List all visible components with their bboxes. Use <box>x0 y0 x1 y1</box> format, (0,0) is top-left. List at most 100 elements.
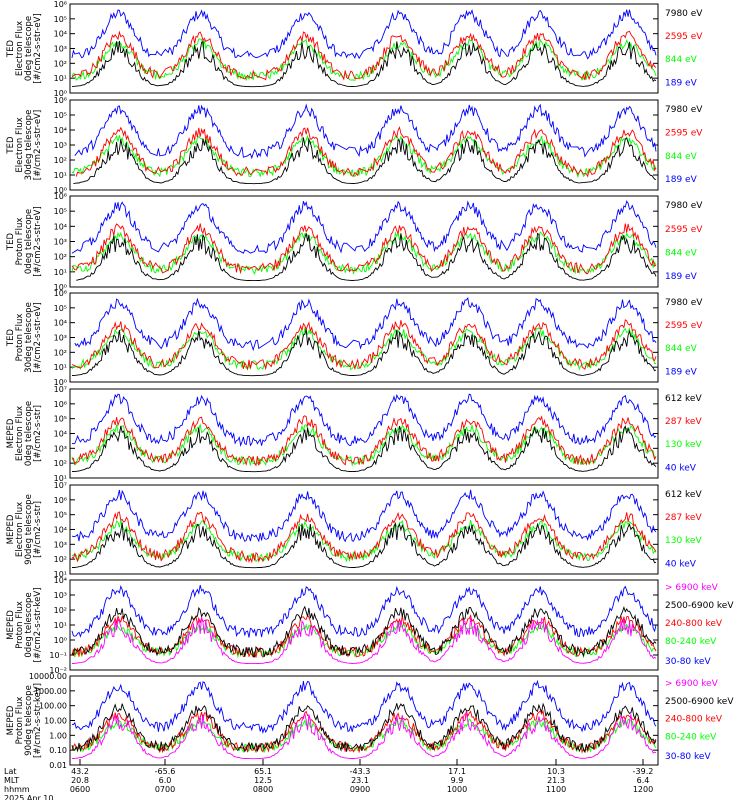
y-tick-label: 10⁶ <box>54 192 67 201</box>
x-tick-lat: 65.1 <box>254 767 272 776</box>
y-tick-label: 10⁴ <box>54 526 67 535</box>
legend-entry: 130 keV <box>665 440 702 450</box>
series-line-1 <box>71 702 657 753</box>
y-axis-label-line: TED <box>6 328 16 347</box>
x-tick-hhmm: 0700 <box>155 785 175 794</box>
y-axis-label-line: [#/cm2-s-str-eV] <box>33 206 43 276</box>
series-line-0 <box>71 329 657 377</box>
legend-entry: 40 keV <box>665 463 697 473</box>
series-line-0 <box>71 425 657 473</box>
legend-entry: 240-800 keV <box>665 715 723 725</box>
x-tick-lat: 17.1 <box>448 767 466 776</box>
panel-3: 10⁰ 10¹ 10² 10³ 10⁴ 10⁵ 10⁶ TED Proton Flux 0deg … <box>6 192 703 292</box>
y-tick-label: 10⁰ <box>54 283 67 292</box>
y-axis-label-line: Electron Flux <box>15 117 25 172</box>
series-line-0 <box>76 232 657 282</box>
y-tick-label: 10⁶ <box>54 96 67 105</box>
y-tick-label: 10² <box>54 156 67 165</box>
y-tick-label: 10⁴ <box>54 126 67 135</box>
panel-7: 10⁻² 10⁻¹ 10⁰ 10¹ 10² 10³ 10⁴ MEPED Proton Flux 0… <box>6 576 734 675</box>
plot-frame <box>69 3 659 94</box>
series-line-0 <box>71 40 657 88</box>
y-axis-label-line: 0deg telescope <box>24 401 34 466</box>
x-tick-mlt: 9.9 <box>451 776 464 785</box>
x-tick-lat: 10.3 <box>547 767 565 776</box>
y-axis-label-line: 30deg telescope <box>24 302 34 373</box>
x-tick-mlt: 21.3 <box>547 776 565 785</box>
legend-entry: 2595 eV <box>665 321 703 331</box>
y-tick-label: 10⁷ <box>54 385 67 394</box>
plot-frame <box>69 388 659 479</box>
y-axis-label-line: TED <box>6 232 16 251</box>
y-tick-label: 1.00 <box>49 731 67 740</box>
y-tick-label: 1000.00 <box>34 687 67 696</box>
y-axis-label-line: [#/cm2-s-str-eV] <box>33 13 43 83</box>
series-line-1 <box>71 319 657 371</box>
legend-entry: 2595 eV <box>665 225 703 235</box>
y-tick-label: 10² <box>54 348 67 357</box>
y-tick-label: 10⁵ <box>54 111 67 120</box>
series-line-4 <box>71 679 657 735</box>
legend-entry: 2595 eV <box>665 128 703 138</box>
y-tick-label: 10⁴ <box>54 576 67 585</box>
series-line-3 <box>71 393 657 447</box>
y-tick-label: 0.01 <box>49 761 67 770</box>
series-line-1 <box>75 126 657 178</box>
x-tick-hhmm: 1000 <box>447 785 467 794</box>
legend-entry: 612 keV <box>665 490 702 500</box>
series-line-1 <box>71 605 657 658</box>
plot-frame <box>69 675 659 766</box>
y-tick-label: 10¹ <box>54 363 67 372</box>
panel-4: 10⁰ 10¹ 10² 10³ 10⁴ 10⁵ 10⁶ TED Proton Flux 30deg… <box>6 289 703 387</box>
y-axis-label-line: TED <box>6 39 16 58</box>
x-tick-mlt: 23.1 <box>351 776 369 785</box>
x-tick-hhmm: 0800 <box>253 785 273 794</box>
panel-5: 10¹ 10² 10³ 10⁴ 10⁵ 10⁶ 10⁷ MEPED Electron Flux 0… <box>6 385 702 483</box>
y-tick-label: 10³ <box>54 591 67 600</box>
series-line-3 <box>71 489 657 543</box>
series-line-0 <box>72 522 657 569</box>
series-line-2 <box>71 326 657 371</box>
legend-entry: 189 eV <box>665 367 698 377</box>
y-axis-label-line: MEPED <box>6 514 16 544</box>
x-tick-hhmm: 0600 <box>70 785 90 794</box>
plot-frame <box>69 195 659 288</box>
panel-6: 10¹ 10² 10³ 10⁴ 10⁵ 10⁶ 10⁷ MEPED Electron Flux 9… <box>6 481 702 579</box>
y-tick-label: 10⁶ <box>54 289 67 298</box>
x-row-label: hhmm <box>4 785 30 794</box>
series-line-3 <box>71 200 657 254</box>
y-tick-label: 10⁴ <box>54 319 67 328</box>
panel-2: 10⁰ 10¹ 10² 10³ 10⁴ 10⁵ 10⁶ TED Electron Flux 30d… <box>6 96 703 195</box>
y-tick-label: 10¹ <box>54 171 67 180</box>
y-tick-label: 10¹ <box>54 474 67 483</box>
y-tick-label: 10¹ <box>54 570 67 579</box>
x-tick-lat: -65.6 <box>155 767 176 776</box>
x-tick-hhmm: 0900 <box>350 785 370 794</box>
series-line-1 <box>71 415 657 467</box>
y-tick-label: 10⁰ <box>54 378 67 387</box>
y-tick-label: 0.10 <box>49 746 67 755</box>
series-line-3 <box>71 8 657 60</box>
y-axis-label-line: 90deg telescope <box>24 685 34 756</box>
y-axis-label-line: 0deg telescope <box>24 209 34 274</box>
y-tick-label: 10⁴ <box>54 30 67 39</box>
y-tick-label: 10² <box>54 253 67 262</box>
legend-entry: 287 keV <box>665 513 702 523</box>
y-tick-label: 10¹ <box>54 268 67 277</box>
legend-entry: 7980 eV <box>665 201 703 211</box>
y-tick-label: 10³ <box>54 444 67 453</box>
y-tick-label: 10⁻² <box>49 666 67 675</box>
y-axis-label-line: TED <box>6 136 16 155</box>
series-line-2 <box>71 38 657 82</box>
y-axis-label-line: [#/cm2-s-str-eV] <box>33 302 43 372</box>
legend-entry: 80-240 keV <box>665 733 717 743</box>
y-tick-label: 10³ <box>54 45 67 54</box>
legend-entry: 80-240 keV <box>665 637 717 647</box>
legend-entry: 189 eV <box>665 175 698 185</box>
legend-entry: 189 eV <box>665 78 698 88</box>
series-line-4 <box>71 584 657 638</box>
legend-entry: 130 keV <box>665 536 702 546</box>
series-line-0 <box>73 137 657 185</box>
